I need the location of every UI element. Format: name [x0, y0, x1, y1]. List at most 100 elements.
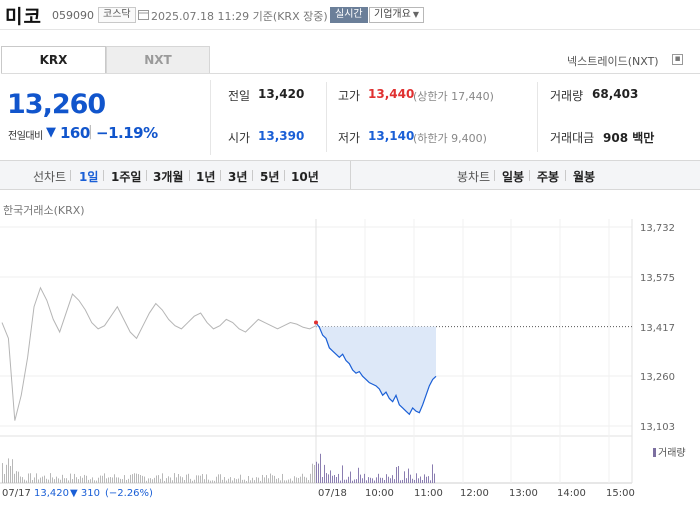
volume-bar — [10, 466, 11, 483]
volume-bar — [142, 475, 143, 483]
volume-bar — [268, 478, 269, 483]
volume-bar — [376, 477, 377, 483]
period-monthly[interactable]: 월봉 — [573, 170, 596, 184]
volume-bar — [156, 475, 157, 483]
volume-bar — [164, 480, 165, 483]
volume-bar — [310, 473, 311, 483]
period-3m[interactable]: 3개월 — [153, 170, 184, 184]
period-daily[interactable]: 일봉 — [502, 170, 525, 184]
volume-bar — [90, 479, 91, 483]
candle-chart-label: 봉차트 — [457, 170, 491, 184]
period-1y[interactable]: 1년 — [196, 170, 216, 184]
realtime-button[interactable]: 실시간 — [330, 7, 368, 23]
period-3y[interactable]: 3년 — [228, 170, 248, 184]
period-selector: 선차트 1일 1주일 3개월 1년 3년 5년 10년 봉차트 일봉 주봉 월봉 — [0, 160, 700, 190]
volume-bar — [154, 477, 155, 483]
period-5y[interactable]: 5년 — [260, 170, 280, 184]
volume-bar — [404, 471, 405, 483]
volume-bar — [32, 480, 33, 483]
today-line — [315, 322, 437, 416]
volume-bar — [378, 473, 379, 483]
volume-bar — [388, 476, 389, 483]
volume-bar — [202, 474, 203, 483]
volume-bar — [394, 479, 395, 483]
volume-bar — [270, 473, 271, 483]
volume-bar — [66, 478, 67, 483]
volume-bar — [60, 479, 61, 483]
external-link-icon[interactable]: ▪ — [672, 54, 683, 65]
volume-bar — [350, 471, 351, 483]
volume-bar — [368, 477, 369, 483]
volume-bar — [322, 477, 323, 483]
x-tick-label: 07/18 — [318, 488, 347, 499]
volume-bar — [264, 477, 265, 483]
chevron-down-icon: ▼ — [412, 10, 419, 19]
period-10y[interactable]: 10년 — [291, 170, 319, 184]
volume-legend: 거래량 — [653, 444, 686, 459]
volume-bar — [158, 475, 159, 483]
volume-bar — [30, 473, 31, 483]
volume-bar — [86, 475, 87, 483]
period-1d[interactable]: 1일 — [79, 170, 99, 184]
period-separator — [494, 170, 495, 181]
volume-bar — [216, 476, 217, 483]
volume-bar — [334, 474, 335, 483]
volume-bar — [244, 479, 245, 483]
volume-bar — [320, 453, 321, 483]
volume-bar — [298, 477, 299, 483]
volume-value: 68,403 — [592, 87, 639, 101]
tab-nxt[interactable]: NXT — [106, 46, 210, 74]
volume-bar — [102, 475, 103, 483]
volume-bar — [2, 463, 3, 483]
volume-bar — [416, 473, 417, 483]
volume-bar — [198, 475, 199, 483]
volume-bar — [218, 474, 219, 483]
volume-bar — [344, 479, 345, 483]
volume-bar — [130, 474, 131, 483]
volume-bar — [238, 478, 239, 483]
line-chart-label: 선차트 — [33, 170, 67, 184]
nextrade-link[interactable]: 넥스트레이드(NXT) — [567, 55, 659, 68]
volume-bar — [214, 480, 215, 483]
prev-close-summary: 13,420 — [34, 488, 69, 499]
volume-bar — [160, 478, 161, 483]
volume-bar — [96, 480, 97, 483]
volume-bar — [354, 479, 355, 483]
volume-bar — [250, 480, 251, 483]
y-tick-label: 13,575 — [640, 273, 675, 284]
volume-bar — [186, 474, 187, 483]
volume-label: 거래량 — [550, 89, 584, 103]
volume-bar — [362, 478, 363, 483]
period-1w[interactable]: 1주일 — [111, 170, 142, 184]
volume-bar — [260, 480, 261, 483]
volume-bar — [434, 473, 435, 483]
volume-bar — [118, 477, 119, 483]
volume-bar — [290, 478, 291, 483]
volume-bar — [356, 479, 357, 483]
volume-bar — [366, 480, 367, 483]
volume-bar — [128, 478, 129, 483]
volume-bar — [428, 476, 429, 483]
period-weekly[interactable]: 주봉 — [537, 170, 560, 184]
volume-bar — [288, 479, 289, 483]
volume-bar — [84, 474, 85, 483]
price-chart[interactable]: 13,732 13,575 13,417 13,260 13,103 07/17 13,4… — [0, 218, 700, 505]
company-overview-button[interactable]: 기업개요 ▼ — [369, 7, 424, 23]
volume-bar — [88, 479, 89, 483]
current-price: 13,260 — [7, 89, 106, 120]
volume-bar — [58, 478, 59, 483]
volume-bar — [208, 479, 209, 483]
low-value: 13,140 — [368, 129, 415, 143]
volume-bar — [80, 476, 81, 483]
volume-bar — [236, 479, 237, 483]
volume-bar — [78, 479, 79, 483]
company-name: 미코 — [5, 6, 42, 28]
volume-bar — [124, 475, 125, 483]
period-separator — [529, 170, 530, 181]
volume-bar — [318, 463, 319, 483]
prev-day-line — [1, 286, 317, 421]
volume-bar — [140, 475, 141, 483]
volume-bar — [34, 477, 35, 483]
volume-bar — [100, 475, 101, 483]
tab-krx[interactable]: KRX — [1, 46, 106, 74]
